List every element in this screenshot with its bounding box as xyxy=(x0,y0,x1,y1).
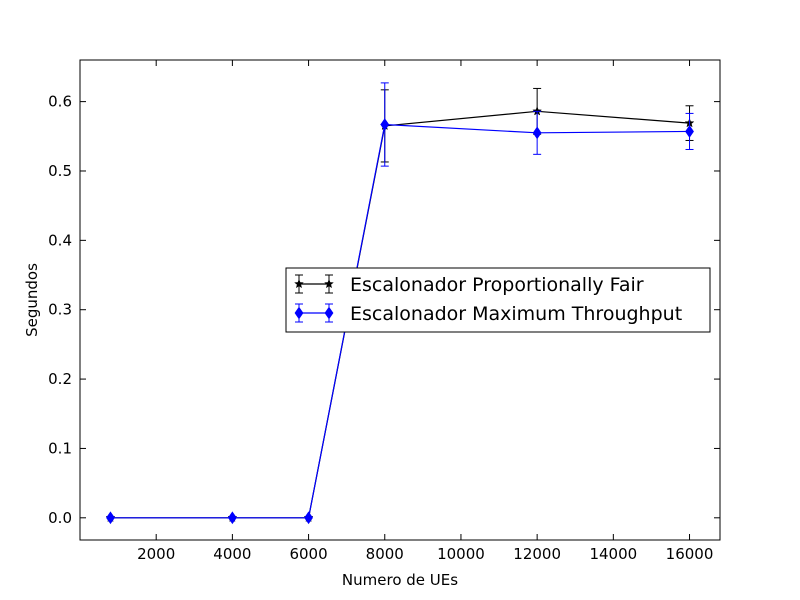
y-tick-label: 0.4 xyxy=(48,231,72,249)
y-tick-label: 0.6 xyxy=(48,93,72,111)
data-point xyxy=(304,511,313,525)
y-tick-label: 0.2 xyxy=(48,370,72,388)
legend: Escalonador Proportionally Fair Escalonad… xyxy=(285,267,711,333)
x-tick-label: 10000 xyxy=(437,545,485,563)
star-marker-icon xyxy=(324,278,334,289)
x-axis-title: Numero de UEs xyxy=(342,571,458,589)
star-marker-icon xyxy=(294,278,304,289)
x-tick-label: 14000 xyxy=(589,545,637,563)
axes-frame xyxy=(79,59,721,541)
y-tick-label: 0.5 xyxy=(48,162,72,180)
axis-ticks: 2000 4000 6000 8000 10000 12000 14000 16000 0.0 0… xyxy=(48,60,720,563)
data-point xyxy=(380,118,390,131)
legend-entry-2: Escalonador Maximum Throughput xyxy=(294,303,682,325)
data-point xyxy=(685,125,694,138)
y-tick-label: 0.0 xyxy=(48,509,72,527)
legend-label: Escalonador Maximum Throughput xyxy=(350,303,682,325)
data-point xyxy=(106,511,115,525)
x-tick-label: 16000 xyxy=(666,545,714,563)
x-tick-label: 6000 xyxy=(289,545,327,563)
data-point xyxy=(227,511,237,525)
legend-label: Escalonador Proportionally Fair xyxy=(350,274,644,296)
x-tick-label: 2000 xyxy=(137,545,175,563)
legend-box xyxy=(285,267,711,333)
x-tick-label: 8000 xyxy=(366,545,404,563)
y-tick-label: 0.1 xyxy=(48,439,72,457)
diamond-marker-icon xyxy=(294,306,304,320)
legend-entry-1: Escalonador Proportionally Fair xyxy=(294,274,644,296)
x-tick-label: 12000 xyxy=(513,545,561,563)
y-axis-title: Segundos xyxy=(23,263,41,337)
y-tick-label: 0.3 xyxy=(48,301,72,319)
x-tick-label: 4000 xyxy=(213,545,251,563)
data-point xyxy=(532,126,542,140)
diamond-marker-icon xyxy=(324,306,334,320)
